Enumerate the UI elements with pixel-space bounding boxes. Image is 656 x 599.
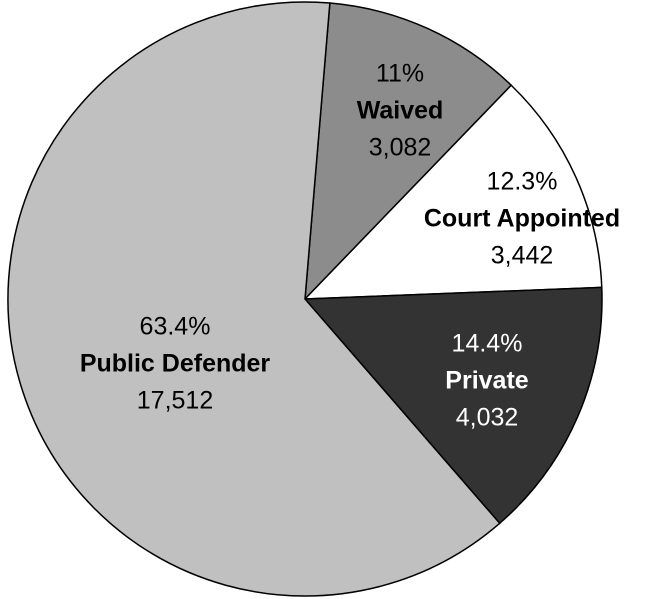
slice-count: 3,082 — [369, 134, 432, 162]
slice-percent: 12.3% — [487, 168, 558, 196]
slice-name: Waived — [357, 97, 444, 125]
slice-name: Court Appointed — [424, 205, 620, 233]
pie-slice — [303, 286, 603, 525]
pie-slice — [7, 1, 501, 597]
slice-percent: 14.4% — [452, 330, 523, 358]
slice-name: Public Defender — [80, 350, 271, 378]
slice-count: 3,442 — [491, 242, 554, 270]
slice-percent: 63.4% — [140, 313, 211, 341]
slice-count: 17,512 — [137, 387, 213, 415]
slice-percent: 11% — [376, 60, 424, 88]
slice-name: Private — [445, 367, 528, 395]
slice-count: 4,032 — [456, 404, 519, 432]
pie-slice — [304, 2, 513, 302]
pie-slice — [303, 84, 603, 300]
